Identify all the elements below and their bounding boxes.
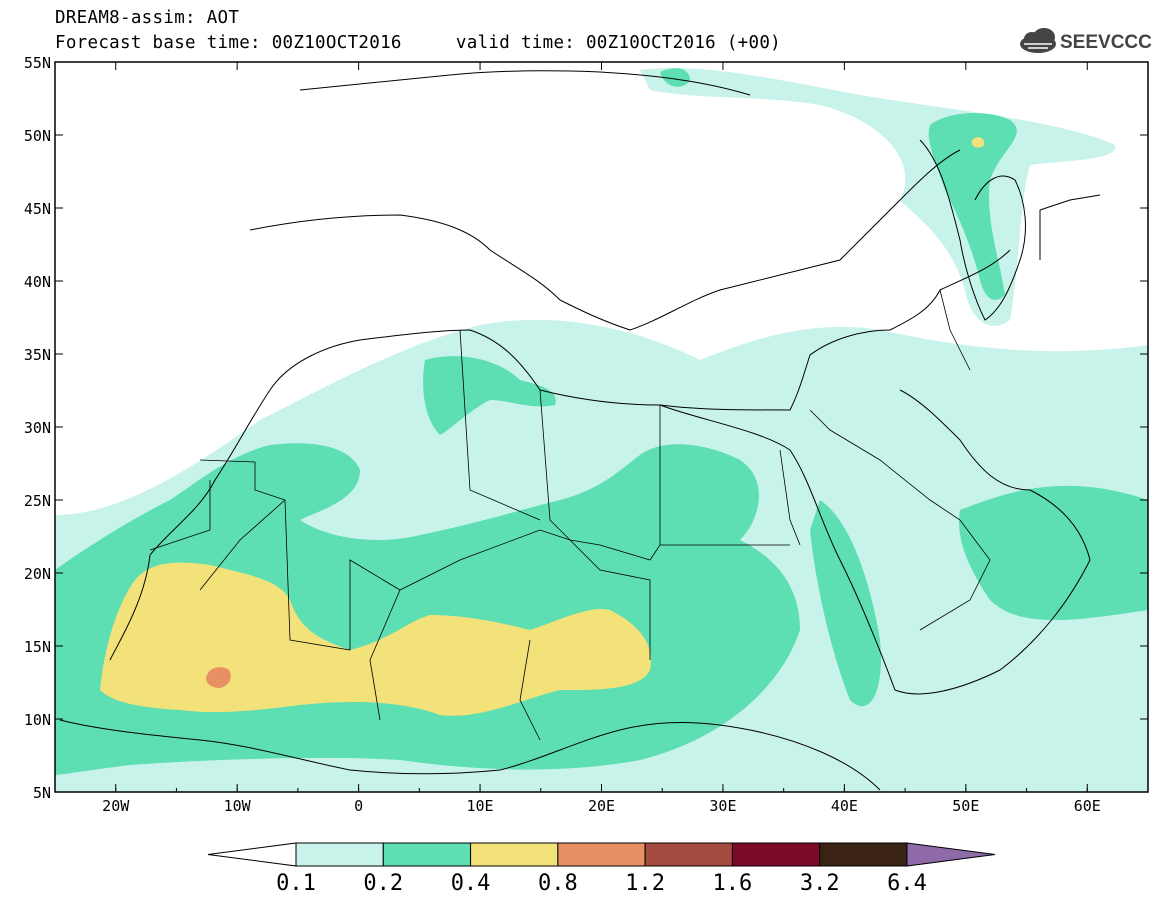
colorbar-label: 6.4 [887, 871, 927, 896]
aot-contour-0.2 [423, 356, 556, 435]
lat-tick-label: 30N [24, 419, 51, 437]
colorbar-under-triangle [207, 842, 297, 867]
aot-contour-0.4 [971, 137, 985, 148]
colorbar-label: 0.2 [363, 871, 404, 896]
colorbar-label: 3.2 [799, 871, 840, 896]
logo-text: SEEVCCC [1060, 32, 1152, 53]
aot-contour-0.2 [959, 485, 1148, 620]
lat-tick-label: 20N [24, 565, 51, 583]
colorbar-swatch [557, 842, 646, 867]
colorbar [207, 842, 996, 867]
colorbar-swatch [731, 842, 821, 867]
colorbar-label: 0.4 [450, 871, 491, 896]
forecast-time-line: Forecast base time: 00Z10OCT2016 valid t… [55, 33, 782, 53]
lat-tick-label: 5N [33, 784, 51, 802]
aot-contour-0.2 [660, 68, 690, 87]
country-borders [149, 289, 991, 741]
aot-contour-0.2 [810, 500, 881, 707]
lon-tick-label: 0 [354, 797, 363, 815]
lon-tick-label: 20W [102, 797, 130, 815]
lon-tick-label: 50E [952, 797, 979, 815]
aot-contour-0.4 [100, 562, 651, 716]
lon-tick-label: 40E [831, 797, 858, 815]
aot-contour-0.8 [206, 667, 231, 688]
colorbar-swatch [295, 842, 384, 867]
colorbar-swatch [470, 842, 559, 867]
colorbar-label: 0.8 [537, 871, 578, 896]
map-title: DREAM8-assim: AOT [55, 8, 240, 28]
lon-tick-label: 20E [588, 797, 615, 815]
aot-contour-0.1 [640, 68, 1116, 326]
aot-contour-0.2 [928, 113, 1017, 301]
lon-tick-label: 30E [709, 797, 736, 815]
lat-tick-label: 10N [24, 711, 51, 729]
colorbar-swatch [644, 842, 733, 867]
lat-tick-label: 35N [24, 346, 51, 364]
lat-tick-label: 40N [24, 273, 51, 291]
lat-tick-label: 45N [24, 200, 51, 218]
seevccc-logo: SEEVCCC [1020, 28, 1152, 53]
lon-tick-label: 10E [467, 797, 494, 815]
colorbar-swatch [382, 842, 472, 867]
colorbar-over-triangle [906, 842, 996, 867]
latitude-axis: 5N 10N 15N 20N 25N 30N 35N 40N 45N 50N 55N [24, 54, 1148, 802]
cloud-icon [1020, 28, 1056, 53]
lon-tick-label: 10W [224, 797, 252, 815]
colorbar-label: 1.6 [712, 871, 753, 896]
lat-tick-label: 25N [24, 492, 51, 510]
lon-tick-label: 60E [1074, 797, 1101, 815]
colorbar-label: 0.1 [276, 871, 316, 896]
colorbar-label: 1.2 [625, 871, 666, 896]
aot-field [55, 68, 1148, 792]
lat-tick-label: 15N [24, 638, 51, 656]
colorbar-swatch [819, 842, 908, 867]
lat-tick-label: 50N [24, 127, 51, 145]
coastlines [59, 70, 1101, 791]
longitude-axis: 20W 10W 0 10E 20E 30E 40E 50E 60E [54, 62, 1149, 815]
lat-tick-label: 55N [24, 54, 51, 72]
